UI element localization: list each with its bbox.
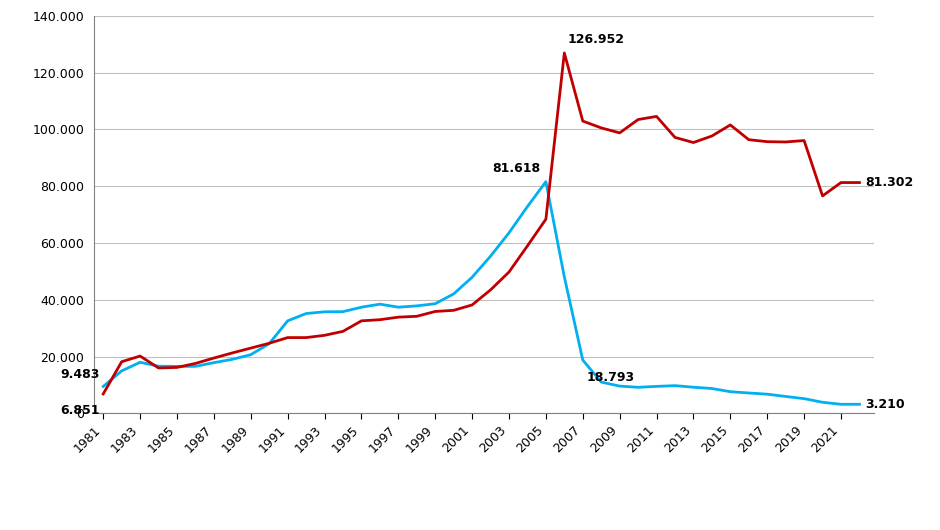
Separacioes <box>411 303 422 309</box>
Separacioes <box>614 383 625 390</box>
Divorcios <box>854 179 865 186</box>
Divorcios <box>448 307 460 314</box>
Separacioes <box>540 179 552 185</box>
Divorcios <box>393 314 404 320</box>
Divorcios <box>522 243 533 249</box>
Divorcios <box>374 316 385 323</box>
Separacioes <box>633 384 644 391</box>
Separacioes <box>337 308 349 315</box>
Separacioes <box>485 253 496 259</box>
Separacioes <box>650 383 662 390</box>
Divorcios <box>503 269 514 275</box>
Separacioes <box>744 390 755 396</box>
Separacioes <box>669 383 681 389</box>
Separacioes <box>374 301 385 307</box>
Divorcios <box>116 359 127 365</box>
Separacioes <box>466 274 478 280</box>
Divorcios <box>669 134 681 140</box>
Separacioes <box>761 391 773 398</box>
Separacioes <box>190 363 201 369</box>
Separacioes <box>116 368 127 374</box>
Divorcios <box>153 365 164 371</box>
Divorcios <box>540 216 552 223</box>
Divorcios <box>596 125 607 131</box>
Line: Divorcios: Divorcios <box>103 53 859 394</box>
Separacioes <box>356 304 368 311</box>
Divorcios <box>301 334 312 341</box>
Separacioes <box>558 273 570 280</box>
Divorcios <box>356 317 368 324</box>
Text: 3.210: 3.210 <box>865 398 904 411</box>
Divorcios <box>780 139 791 145</box>
Line: Separacioes: Separacioes <box>103 182 859 404</box>
Separacioes <box>153 363 164 369</box>
Divorcios <box>725 122 736 128</box>
Separacioes <box>448 291 460 297</box>
Divorcios <box>558 50 570 56</box>
Divorcios <box>209 355 220 361</box>
Text: 81.302: 81.302 <box>865 176 914 189</box>
Separacioes <box>706 385 717 392</box>
Divorcios <box>577 118 588 124</box>
Text: 9.483: 9.483 <box>60 368 100 381</box>
Separacioes <box>301 311 312 317</box>
Separacioes <box>577 357 588 363</box>
Divorcios <box>134 353 146 359</box>
Separacioes <box>836 401 847 408</box>
Divorcios <box>614 130 625 136</box>
Separacioes <box>817 399 828 405</box>
Divorcios <box>227 350 238 356</box>
Separacioes <box>430 301 441 307</box>
Divorcios <box>282 334 293 341</box>
Divorcios <box>744 137 755 143</box>
Divorcios <box>411 313 422 320</box>
Divorcios <box>466 302 478 308</box>
Divorcios <box>245 345 257 351</box>
Separacioes <box>596 379 607 385</box>
Separacioes <box>393 304 404 311</box>
Divorcios <box>761 138 773 145</box>
Separacioes <box>798 395 809 402</box>
Divorcios <box>706 133 717 139</box>
Divorcios <box>430 308 441 315</box>
Divorcios <box>337 328 349 334</box>
Separacioes <box>245 351 257 358</box>
Divorcios <box>485 287 496 293</box>
Text: 81.618: 81.618 <box>493 162 540 174</box>
Divorcios <box>171 364 182 370</box>
Divorcios <box>650 113 662 120</box>
Separacioes <box>780 393 791 400</box>
Separacioes <box>282 317 293 324</box>
Divorcios <box>633 117 644 123</box>
Divorcios <box>836 179 847 186</box>
Separacioes <box>688 384 699 391</box>
Separacioes <box>134 359 146 366</box>
Text: 18.793: 18.793 <box>587 372 634 384</box>
Divorcios <box>798 137 809 144</box>
Separacioes <box>725 388 736 395</box>
Separacioes <box>503 229 514 236</box>
Separacioes <box>263 340 274 347</box>
Separacioes <box>209 359 220 366</box>
Text: 126.952: 126.952 <box>568 33 625 46</box>
Separacioes <box>227 356 238 363</box>
Separacioes <box>98 383 109 390</box>
Divorcios <box>98 391 109 397</box>
Separacioes <box>854 401 865 408</box>
Text: 6.851: 6.851 <box>60 404 100 417</box>
Divorcios <box>319 332 330 339</box>
Divorcios <box>263 340 274 347</box>
Separacioes <box>319 308 330 315</box>
Separacioes <box>171 363 182 369</box>
Divorcios <box>190 360 201 367</box>
Divorcios <box>688 139 699 146</box>
Divorcios <box>817 193 828 199</box>
Separacioes <box>522 204 533 210</box>
